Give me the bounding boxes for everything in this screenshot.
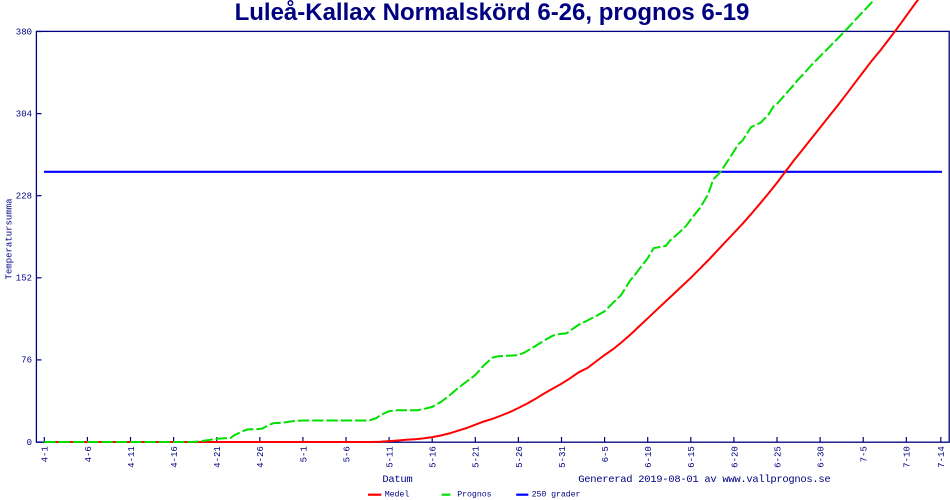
svg-text:5-16: 5-16 [429,446,439,468]
svg-text:250 grader: 250 grader [532,490,581,500]
svg-text:7-5: 7-5 [860,446,870,462]
svg-text:6-25: 6-25 [773,446,783,468]
svg-text:6-10: 6-10 [644,446,654,468]
svg-text:Temperatursumma: Temperatursumma [5,198,15,280]
svg-text:4-26: 4-26 [256,446,266,468]
svg-text:Datum: Datum [382,474,412,486]
svg-text:Genererad 2019-08-01 av www.va: Genererad 2019-08-01 av www.vallprognos.… [578,474,830,486]
svg-text:Medel: Medel [385,490,410,500]
svg-text:5-1: 5-1 [299,446,309,462]
svg-text:380: 380 [16,27,32,37]
svg-text:0: 0 [27,438,32,448]
svg-text:Luleå-Kallax Normalskörd 6-26,: Luleå-Kallax Normalskörd 6-26, prognos 6… [235,0,750,26]
svg-text:4-16: 4-16 [170,446,180,468]
svg-text:6-5: 6-5 [601,446,611,462]
svg-text:7-14: 7-14 [937,446,947,468]
svg-text:5-11: 5-11 [386,446,396,468]
svg-text:76: 76 [21,356,32,366]
svg-text:6-15: 6-15 [687,446,697,468]
svg-text:4-21: 4-21 [213,446,223,468]
svg-text:5-31: 5-31 [558,446,568,468]
svg-text:5-21: 5-21 [472,446,482,468]
svg-text:228: 228 [16,192,32,202]
svg-text:6-30: 6-30 [817,446,827,468]
svg-text:4-11: 4-11 [127,446,137,468]
svg-text:4-1: 4-1 [41,446,51,462]
svg-text:152: 152 [16,274,32,284]
svg-text:304: 304 [16,109,32,119]
svg-text:5-6: 5-6 [342,446,352,462]
svg-text:4-6: 4-6 [84,446,94,462]
svg-text:Prognos: Prognos [457,491,491,500]
svg-text:6-20: 6-20 [730,446,740,468]
svg-text:5-26: 5-26 [515,446,525,468]
svg-text:7-10: 7-10 [903,446,913,468]
